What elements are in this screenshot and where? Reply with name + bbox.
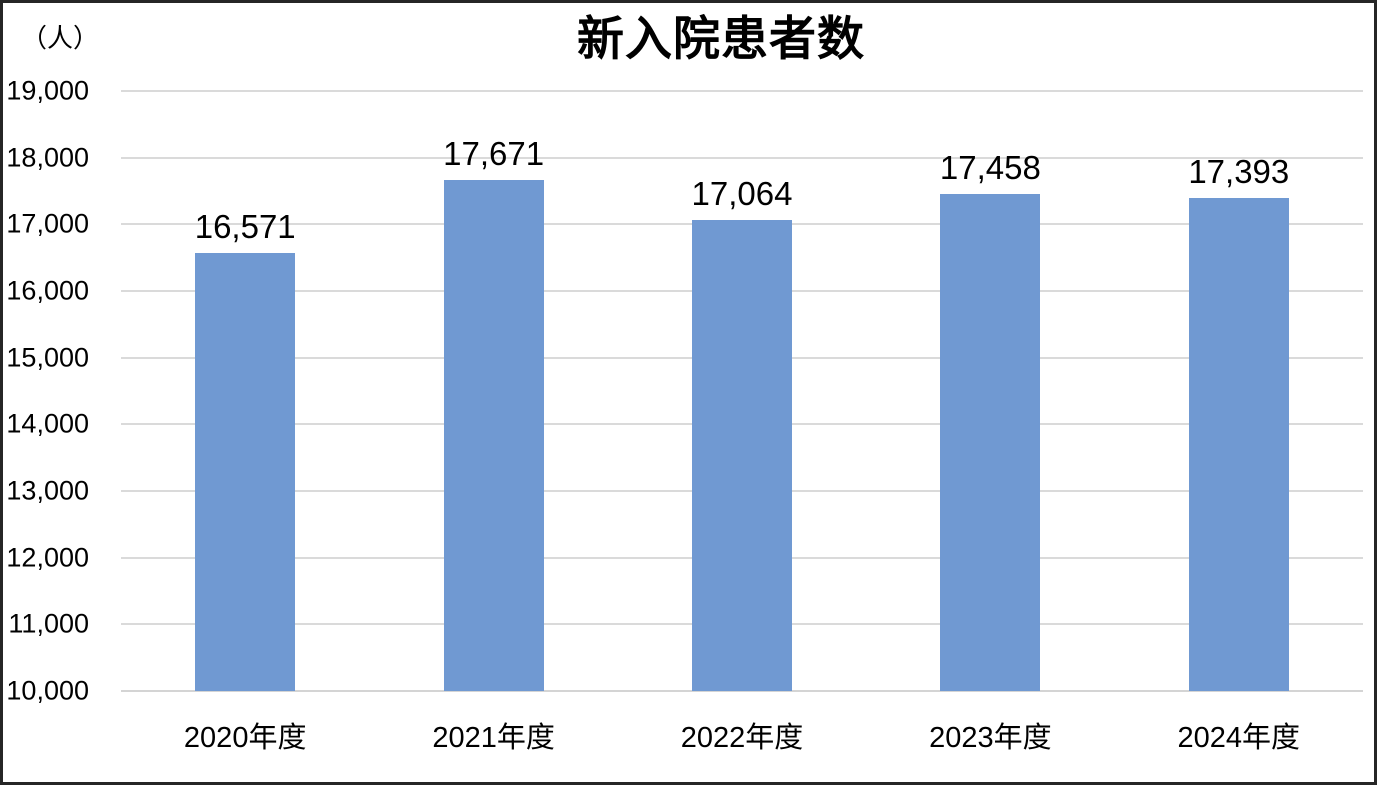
bar-value-label: 17,393 bbox=[1188, 153, 1290, 191]
bar-2022年度 bbox=[692, 220, 792, 691]
y-tick-label: 14,000 bbox=[6, 408, 89, 439]
y-tick-label: 12,000 bbox=[6, 542, 89, 573]
y-tick-label: 19,000 bbox=[6, 75, 89, 106]
bar-2023年度 bbox=[940, 193, 1041, 691]
x-axis-label: 2020年度 bbox=[183, 722, 307, 754]
x-axis-label: 2024年度 bbox=[1177, 722, 1301, 754]
gridline bbox=[121, 156, 1363, 159]
x-axis-label: 2023年度 bbox=[929, 722, 1052, 754]
y-axis-tick-labels: 10,000 11,000 12,000 13,000 14,000 15,000 16,0… bbox=[3, 77, 91, 704]
bar-value-label: 17,064 bbox=[691, 175, 793, 213]
y-tick-label: 17,000 bbox=[6, 208, 89, 239]
y-tick-label: 11,000 bbox=[8, 608, 89, 639]
y-tick-label: 18,000 bbox=[6, 142, 89, 173]
bar-value-label: 16,571 bbox=[194, 207, 296, 245]
x-axis-label: 2022年度 bbox=[680, 722, 804, 754]
chart-title: 新入院患者数 bbox=[577, 12, 865, 65]
bar-2021年度 bbox=[443, 179, 544, 691]
y-tick-label: 16,000 bbox=[6, 275, 89, 306]
bar-2024年度 bbox=[1188, 198, 1289, 691]
y-tick-label: 10,000 bbox=[6, 675, 89, 706]
y-tick-label: 13,000 bbox=[6, 475, 89, 506]
y-tick-label: 15,000 bbox=[6, 342, 89, 373]
x-axis-line bbox=[121, 690, 1363, 692]
x-axis-labels: 2020年度 2021年度 2022年度 2023年度 2024年度 bbox=[121, 715, 1363, 765]
gridline bbox=[121, 90, 1363, 92]
plot-area: 16,571 17,671 17,064 17,458 17,393 bbox=[121, 90, 1363, 692]
y-axis-unit-label: （人） bbox=[21, 23, 100, 53]
bar-value-label: 17,671 bbox=[443, 134, 545, 172]
x-axis-label: 2021年度 bbox=[432, 722, 555, 754]
bar-value-label: 17,458 bbox=[939, 148, 1041, 186]
bar-2020年度 bbox=[195, 252, 296, 691]
